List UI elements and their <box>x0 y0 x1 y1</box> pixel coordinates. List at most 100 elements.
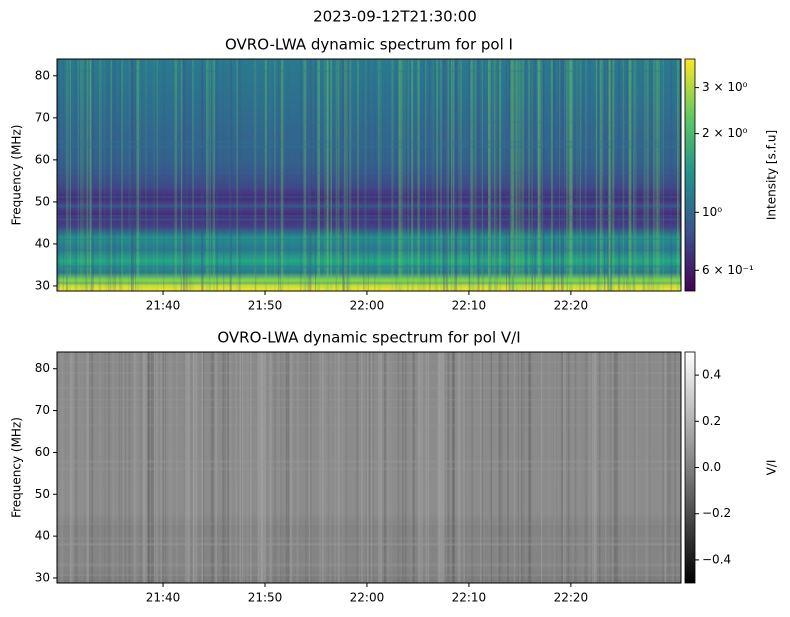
texture-stripe <box>216 59 219 291</box>
texture-stripe <box>342 352 344 583</box>
texture-stripe <box>440 59 442 291</box>
texture-stripe <box>447 352 450 583</box>
texture-stripe <box>130 59 133 291</box>
texture-stripe <box>480 352 482 583</box>
texture-stripe <box>149 352 152 583</box>
texture-stripe <box>363 352 365 583</box>
texture-stripe <box>471 352 474 583</box>
colorbar-tick-label: 3 × 10⁰ <box>702 80 748 94</box>
texture-stripe <box>305 352 308 583</box>
texture-stripe <box>278 59 280 291</box>
texture-stripe <box>634 352 636 583</box>
texture-stripe <box>528 352 531 583</box>
texture-stripe <box>228 352 232 583</box>
texture-stripe <box>497 352 499 583</box>
texture-stripe <box>643 59 645 291</box>
texture-stripe <box>136 59 139 291</box>
texture-band <box>57 543 681 546</box>
texture-stripe <box>223 352 226 583</box>
texture-stripe <box>402 352 404 583</box>
texture-stripe <box>517 59 519 291</box>
texture-stripe <box>337 352 341 583</box>
texture-stripe <box>489 352 491 583</box>
texture-stripe <box>463 352 466 583</box>
texture-stripe <box>507 352 509 583</box>
texture-stripe <box>192 59 194 291</box>
texture-stripe <box>495 59 498 291</box>
texture-stripe <box>665 352 668 583</box>
texture-stripe <box>357 59 359 291</box>
texture-stripe <box>136 352 138 583</box>
texture-stripe <box>458 352 461 583</box>
texture-stripe <box>261 352 264 583</box>
texture-stripe <box>238 59 241 291</box>
colorbar-tick-label: −0.2 <box>702 506 731 520</box>
texture-stripe <box>578 59 581 291</box>
axes-frame <box>56 58 682 292</box>
texture-stripe <box>612 352 616 583</box>
texture-band <box>57 196 681 199</box>
texture-stripe <box>561 352 563 583</box>
texture-stripe <box>183 59 186 291</box>
texture-band <box>57 523 681 525</box>
texture-stripe <box>180 59 182 291</box>
texture-stripe <box>326 59 329 291</box>
texture-stripe <box>141 59 143 291</box>
texture-stripe <box>335 59 337 291</box>
texture-stripe <box>174 59 178 291</box>
texture-stripe <box>500 352 504 583</box>
texture-stripe <box>566 59 568 291</box>
texture-stripe <box>403 352 407 583</box>
texture-stripe <box>538 59 542 291</box>
texture-stripe <box>598 352 601 583</box>
texture-stripe <box>407 59 410 291</box>
texture-stripe <box>425 59 427 291</box>
texture-stripe <box>182 59 184 291</box>
texture-stripe <box>395 59 398 291</box>
texture-stripe <box>126 352 128 583</box>
texture-stripe <box>297 352 299 583</box>
texture-stripe <box>534 59 536 291</box>
texture-stripe <box>378 352 380 583</box>
texture-stripe <box>528 59 530 291</box>
texture-stripe <box>100 59 102 291</box>
texture-stripe <box>117 352 121 583</box>
texture-stripe <box>568 352 570 583</box>
texture-stripe <box>74 59 78 291</box>
texture-stripe <box>131 59 133 291</box>
texture-stripe <box>274 352 276 583</box>
y-tick-label: 40 <box>35 236 50 250</box>
texture-stripe <box>137 59 139 291</box>
texture-stripe <box>368 352 370 583</box>
texture-stripe <box>617 59 621 291</box>
texture-stripe <box>566 352 568 583</box>
texture-stripe <box>280 59 282 291</box>
texture-stripe <box>614 352 617 583</box>
texture-stripe <box>525 59 527 291</box>
texture-stripe <box>366 352 370 583</box>
texture-stripe <box>622 59 625 291</box>
texture-stripe <box>86 59 89 291</box>
texture-stripe <box>156 59 158 291</box>
texture-stripe <box>391 352 393 583</box>
texture-stripe <box>180 59 182 291</box>
texture-stripe <box>124 352 126 583</box>
texture-band <box>57 238 681 241</box>
texture-stripe <box>581 352 584 583</box>
texture-stripe <box>145 59 147 291</box>
texture-stripe <box>128 352 130 583</box>
y-tick-label: 50 <box>35 487 50 501</box>
texture-stripe <box>138 59 141 291</box>
texture-stripe <box>607 59 609 291</box>
texture-stripe <box>568 59 571 291</box>
texture-stripe <box>562 352 564 583</box>
texture-stripe <box>457 59 460 291</box>
texture-stripe <box>343 59 346 291</box>
texture-stripe <box>468 59 471 291</box>
texture-stripe <box>129 352 131 583</box>
texture-stripe <box>498 352 501 583</box>
texture-stripe <box>512 59 514 291</box>
texture-stripe <box>264 352 267 583</box>
texture-stripe <box>238 352 240 583</box>
texture-stripe <box>262 352 264 583</box>
